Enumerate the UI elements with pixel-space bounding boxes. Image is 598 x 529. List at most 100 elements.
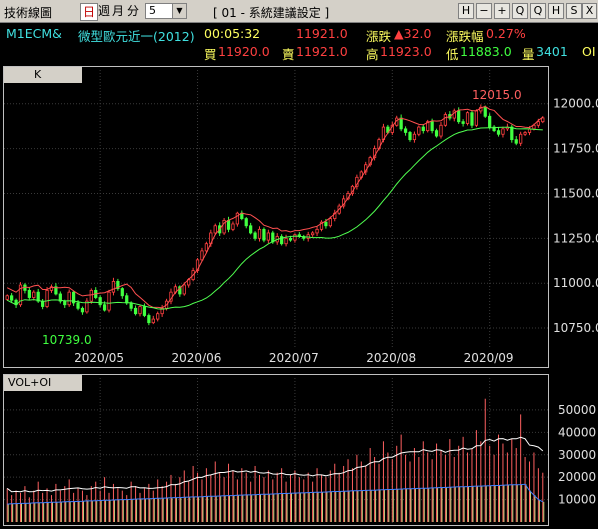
ma-short-line — [6, 105, 544, 309]
candle-body — [71, 291, 76, 304]
candle-body — [151, 318, 155, 324]
candle-body — [412, 133, 417, 141]
ma-long-line — [6, 126, 543, 310]
chevron-down-icon[interactable]: ▼ — [172, 4, 186, 18]
low-value: 11883.0 — [460, 44, 512, 59]
change-value: ▲32.0 — [394, 26, 432, 41]
candle-body — [98, 297, 102, 306]
candle-body — [510, 126, 514, 141]
volume-value: 3401 — [536, 44, 568, 59]
price-chart-panel[interactable] — [3, 66, 549, 368]
candle-body — [182, 284, 186, 295]
candle-body — [147, 315, 151, 324]
bid-label: 買 — [204, 47, 217, 62]
candle-body — [80, 307, 85, 313]
price-panel-title: K — [4, 67, 82, 83]
candle-body — [271, 232, 275, 243]
candle-body — [253, 232, 257, 239]
candle-body — [89, 289, 93, 302]
candle-body — [315, 228, 319, 234]
volume-tick-label: 40000 — [558, 425, 596, 439]
volume-tick-label: 50000 — [558, 403, 596, 417]
candle-body — [129, 302, 133, 309]
candle-body — [195, 259, 200, 272]
bid-value: 11920.0 — [218, 44, 270, 59]
candle-body — [160, 307, 164, 315]
volume-tick-label: 30000 — [558, 448, 596, 462]
price-tick-label: 11000.0 — [553, 276, 598, 290]
candle-body — [470, 112, 474, 126]
high-label: 高 — [366, 47, 379, 62]
candle-body — [116, 280, 120, 289]
candle-body — [474, 110, 479, 126]
contract-name: 微型歐元近一(2012) — [78, 29, 195, 44]
candle-body — [519, 133, 523, 144]
oi-label: OI — [582, 44, 596, 59]
candle-body — [58, 293, 62, 302]
fit-window-icon[interactable]: H — [458, 3, 474, 19]
volume-tick-label: 10000 — [558, 493, 596, 507]
change-pct-label: 漲跌幅 — [446, 29, 484, 44]
window-title: 技術線圖 — [4, 6, 53, 20]
oi-line — [7, 483, 544, 505]
candle-body — [328, 218, 332, 227]
save-icon[interactable]: S — [566, 3, 582, 19]
low-label: 低 — [446, 47, 459, 62]
candle-body — [496, 130, 501, 135]
interval-select[interactable]: 5 ▼ — [145, 3, 187, 19]
candle-body — [142, 306, 147, 316]
candle-body — [222, 219, 226, 234]
high-value: 11923.0 — [380, 44, 432, 59]
candle-body — [311, 232, 315, 236]
candle-body — [204, 243, 209, 252]
candle-body — [226, 219, 231, 230]
period-day-button[interactable]: 日 — [80, 3, 99, 21]
candle-body — [27, 289, 31, 298]
candle-body — [36, 291, 40, 302]
candle-body — [319, 221, 324, 230]
candle-body — [85, 300, 89, 313]
candle-body — [67, 291, 71, 306]
candle-body — [200, 250, 204, 261]
candle-body — [421, 126, 425, 132]
zoom-in-icon[interactable]: + — [494, 3, 510, 19]
zoom-out-icon[interactable]: − — [476, 3, 492, 19]
candle-body — [434, 130, 439, 137]
candle-body — [439, 124, 443, 137]
volume-panel-title: VOL+OI — [4, 375, 82, 391]
candle-body — [483, 106, 487, 117]
candle-body — [120, 288, 124, 297]
candle-body — [541, 117, 545, 123]
month-tick-label: 2020/07 — [269, 351, 319, 365]
change-label: 漲跌 — [366, 29, 392, 44]
price-tick-label: 11250.0 — [553, 231, 598, 245]
period-month-button[interactable]: 月 — [112, 4, 125, 18]
candle-body — [10, 295, 14, 301]
search-minus-icon[interactable]: Q — [512, 3, 528, 19]
period-week-button[interactable]: 週 — [98, 4, 111, 18]
candle-body — [408, 132, 412, 141]
candle-body — [102, 304, 107, 311]
close-icon[interactable]: X — [582, 3, 597, 19]
search-plus-icon[interactable]: Q — [530, 3, 546, 19]
candle-body — [488, 115, 492, 128]
volume-tick-label: 20000 — [558, 470, 596, 484]
price-tick-label: 11750.0 — [553, 142, 598, 156]
indicator-setting-label[interactable]: [ 01 - 系統建議設定 ] — [213, 6, 330, 20]
period-minute-button[interactable]: 分 — [127, 4, 140, 18]
candle-body — [54, 286, 58, 295]
price-tick-label: 10750.0 — [553, 321, 598, 335]
candle-body — [536, 121, 540, 126]
month-tick-label: 2020/06 — [172, 351, 222, 365]
quote-info-bar: M1ECM& 微型歐元近一(2012) 00:05:32 11921.0 漲跌 … — [0, 23, 598, 63]
candle-body — [133, 307, 138, 315]
candle-body — [284, 237, 288, 245]
last-price: 11921.0 — [296, 26, 348, 41]
hand-icon[interactable]: H — [548, 3, 564, 19]
candle-body — [49, 286, 54, 291]
volume-chart-panel[interactable] — [3, 374, 549, 526]
candle-body — [138, 306, 142, 315]
candle-body — [399, 117, 403, 130]
candle-body — [76, 302, 80, 309]
